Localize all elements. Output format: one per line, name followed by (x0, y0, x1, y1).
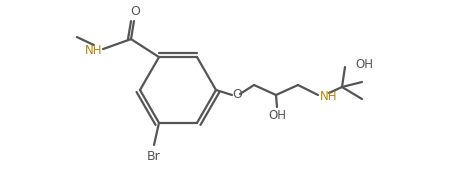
Text: O: O (232, 89, 242, 102)
Text: O: O (130, 5, 140, 18)
Text: OH: OH (268, 109, 286, 122)
Text: Br: Br (147, 150, 161, 163)
Text: NH: NH (85, 44, 102, 57)
Text: NH: NH (320, 90, 338, 103)
Text: OH: OH (355, 58, 373, 71)
